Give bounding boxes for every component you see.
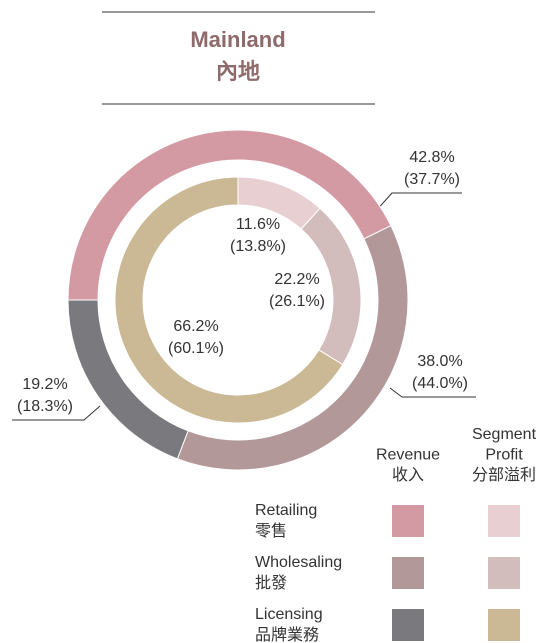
leader-line: [12, 405, 101, 421]
prior-data-label: (44.0%): [412, 375, 468, 392]
legend-swatch: [488, 557, 520, 589]
legend-label-zh: 零售: [255, 522, 287, 540]
prior-data-label: (13.8%): [230, 238, 286, 255]
leaders: [12, 192, 476, 421]
donut-segment: [114, 176, 344, 424]
legend-swatch: [488, 505, 520, 537]
leader-line: [389, 387, 476, 398]
data-label: 66.2%: [173, 318, 218, 335]
prior-data-label: (60.1%): [168, 340, 224, 357]
prior-data-label: (18.3%): [17, 398, 73, 415]
legend-label: Retailing: [255, 502, 317, 519]
data-label: 19.2%: [22, 376, 67, 393]
legend-label-zh: 品牌業務: [255, 626, 319, 643]
legend-label-zh: 批發: [255, 574, 287, 592]
donut-segment: [67, 299, 189, 460]
legend-header: Revenue: [376, 447, 440, 464]
prior-data-label: (37.7%): [404, 171, 460, 188]
legend-swatch: [392, 505, 424, 537]
data-label: 42.8%: [409, 149, 454, 166]
legend-swatch: [392, 609, 424, 641]
data-label: 11.6%: [236, 216, 280, 233]
legend-header: Profit: [485, 447, 523, 464]
legend-header: Segment: [472, 426, 537, 443]
leader-line: [374, 192, 462, 213]
legend-swatch: [488, 609, 520, 641]
legend-label: Licensing: [255, 606, 323, 623]
legend-header: 分部溢利: [472, 466, 536, 484]
legend-label: Wholesaling: [255, 554, 342, 571]
data-label: 38.0%: [417, 353, 462, 370]
chart-title: Mainland: [190, 27, 285, 52]
chart-title-zh: 內地: [216, 59, 260, 84]
legend-header: 收入: [392, 466, 424, 484]
legend-swatch: [392, 557, 424, 589]
data-label: 22.2%: [274, 271, 319, 288]
prior-data-label: (26.1%): [269, 293, 325, 310]
